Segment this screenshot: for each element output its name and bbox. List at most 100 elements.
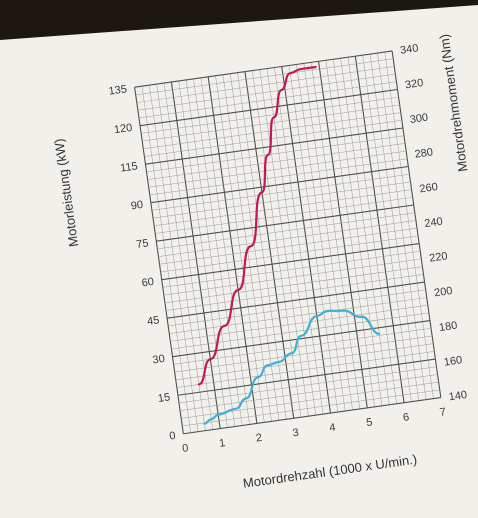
minor-gridline-h (151, 173, 410, 211)
minor-gridline-h (169, 297, 427, 334)
minor-gridline-v (259, 69, 309, 417)
y-right-tick-label: 240 (424, 216, 444, 230)
y-right-tick-label: 220 (429, 250, 449, 264)
minor-gridline-h (178, 366, 437, 404)
y-left-tick-label: 90 (130, 199, 144, 213)
y-right-tick-label: 300 (409, 112, 429, 126)
x-tick-label: 3 (292, 427, 300, 440)
minor-gridline-v (296, 64, 346, 412)
minor-gridline-h (182, 389, 440, 427)
minor-gridline-h (176, 351, 435, 388)
minor-gridline-h (175, 343, 434, 381)
minor-gridline-v (310, 62, 361, 409)
minor-gridline-h (168, 289, 426, 327)
minor-gridline-v (288, 65, 339, 413)
minor-gridline-h (146, 135, 405, 173)
minor-gridline-h (138, 81, 397, 119)
minor-gridline-v (377, 53, 427, 400)
minor-gridline-h (159, 227, 418, 265)
minor-gridline-h (147, 143, 406, 180)
y-left-tick-label: 75 (136, 237, 150, 251)
major-gridline-v (207, 76, 258, 424)
x-tick-label: 6 (402, 411, 410, 424)
minor-gridline-h (180, 374, 438, 411)
y-right-tick-label: 140 (448, 389, 468, 403)
major-gridline-h (134, 50, 393, 88)
y-left-tick-label: 120 (113, 122, 133, 136)
y-right-tick-label: 280 (414, 146, 434, 160)
y-left-tick-label: 45 (146, 314, 160, 328)
y-right-tick-label: 340 (399, 42, 419, 56)
minor-gridline-v (185, 79, 236, 427)
minor-gridline-h (160, 235, 419, 273)
minor-gridline-h (165, 274, 424, 311)
minor-gridline-h (173, 328, 432, 365)
x-tick-label: 5 (365, 416, 373, 429)
minor-gridline-v (193, 78, 243, 426)
major-gridline-v (244, 71, 295, 419)
minor-gridline-h (162, 250, 421, 288)
minor-gridline-v (325, 60, 375, 407)
major-gridline-h (183, 397, 441, 435)
major-gridline-v (170, 81, 221, 429)
y-right-axis-ticks: 140 160 180 200 220 240 260 280 300 320 340 (399, 42, 468, 403)
major-gridline-h (156, 204, 414, 242)
minor-gridline-h (155, 197, 413, 234)
torque-curve (203, 309, 381, 425)
major-gridline-h (139, 88, 398, 127)
y-left-axis-ticks: 0 15 30 45 60 75 90 115 120 135 (108, 83, 177, 443)
minor-gridline-h (174, 335, 433, 373)
minor-gridline-v (340, 58, 390, 405)
x-tick-label: 0 (182, 442, 190, 455)
minor-gridline-h (170, 304, 428, 342)
minor-gridline-h (149, 158, 408, 196)
minor-gridline-v (141, 86, 191, 433)
x-tick-label: 7 (439, 406, 447, 419)
minor-gridline-h (157, 212, 415, 250)
major-gridline-h (145, 127, 403, 165)
y-left-tick-label: 115 (119, 160, 138, 174)
major-gridline-v (281, 66, 332, 414)
y-right-tick-label: 180 (438, 320, 458, 334)
minor-gridline-h (154, 189, 412, 227)
minor-gridline-v (274, 67, 324, 415)
minor-gridline-v (200, 77, 250, 425)
major-gridline-h (161, 242, 420, 281)
y-right-tick-label: 260 (419, 181, 439, 195)
minor-gridline-h (171, 312, 429, 350)
major-gridline-h (150, 165, 409, 204)
minor-gridline-v (332, 59, 383, 406)
minor-gridline-v (215, 75, 265, 423)
minor-gridline-v (149, 85, 199, 432)
minor-gridline-v (252, 70, 302, 418)
minor-gridline-h (163, 258, 422, 296)
minor-gridline-v (156, 84, 206, 431)
minor-gridline-h (144, 120, 402, 157)
minor-gridline-v (362, 55, 412, 402)
major-gridline-v (391, 50, 442, 398)
y-right-tick-label: 160 (443, 354, 463, 368)
minor-gridline-h (158, 220, 416, 257)
minor-gridline-h (148, 150, 407, 188)
power-curve (197, 65, 317, 386)
y-left-tick-label: 135 (108, 83, 128, 97)
minor-gridline-v (178, 80, 228, 428)
minor-gridline-h (135, 58, 394, 96)
minor-gridline-v (230, 73, 280, 421)
y-left-tick-label: 30 (152, 353, 166, 367)
minor-gridline-h (152, 181, 411, 219)
y-right-tick-label: 200 (433, 285, 453, 299)
y-left-tick-label: 15 (157, 391, 171, 405)
y-left-tick-label: 60 (141, 276, 155, 290)
x-axis-ticks: 0 1 2 3 4 5 6 7 (182, 406, 447, 455)
minor-gridline-h (137, 73, 396, 111)
minor-gridline-h (136, 66, 395, 103)
minor-gridline-v (266, 68, 316, 416)
minor-gridline-v (369, 54, 419, 401)
x-tick-label: 4 (329, 422, 337, 435)
y-left-tick-label: 0 (169, 430, 177, 443)
minor-gridline-h (164, 266, 423, 304)
series-layer (197, 65, 381, 425)
major-gridline-h (167, 281, 425, 319)
